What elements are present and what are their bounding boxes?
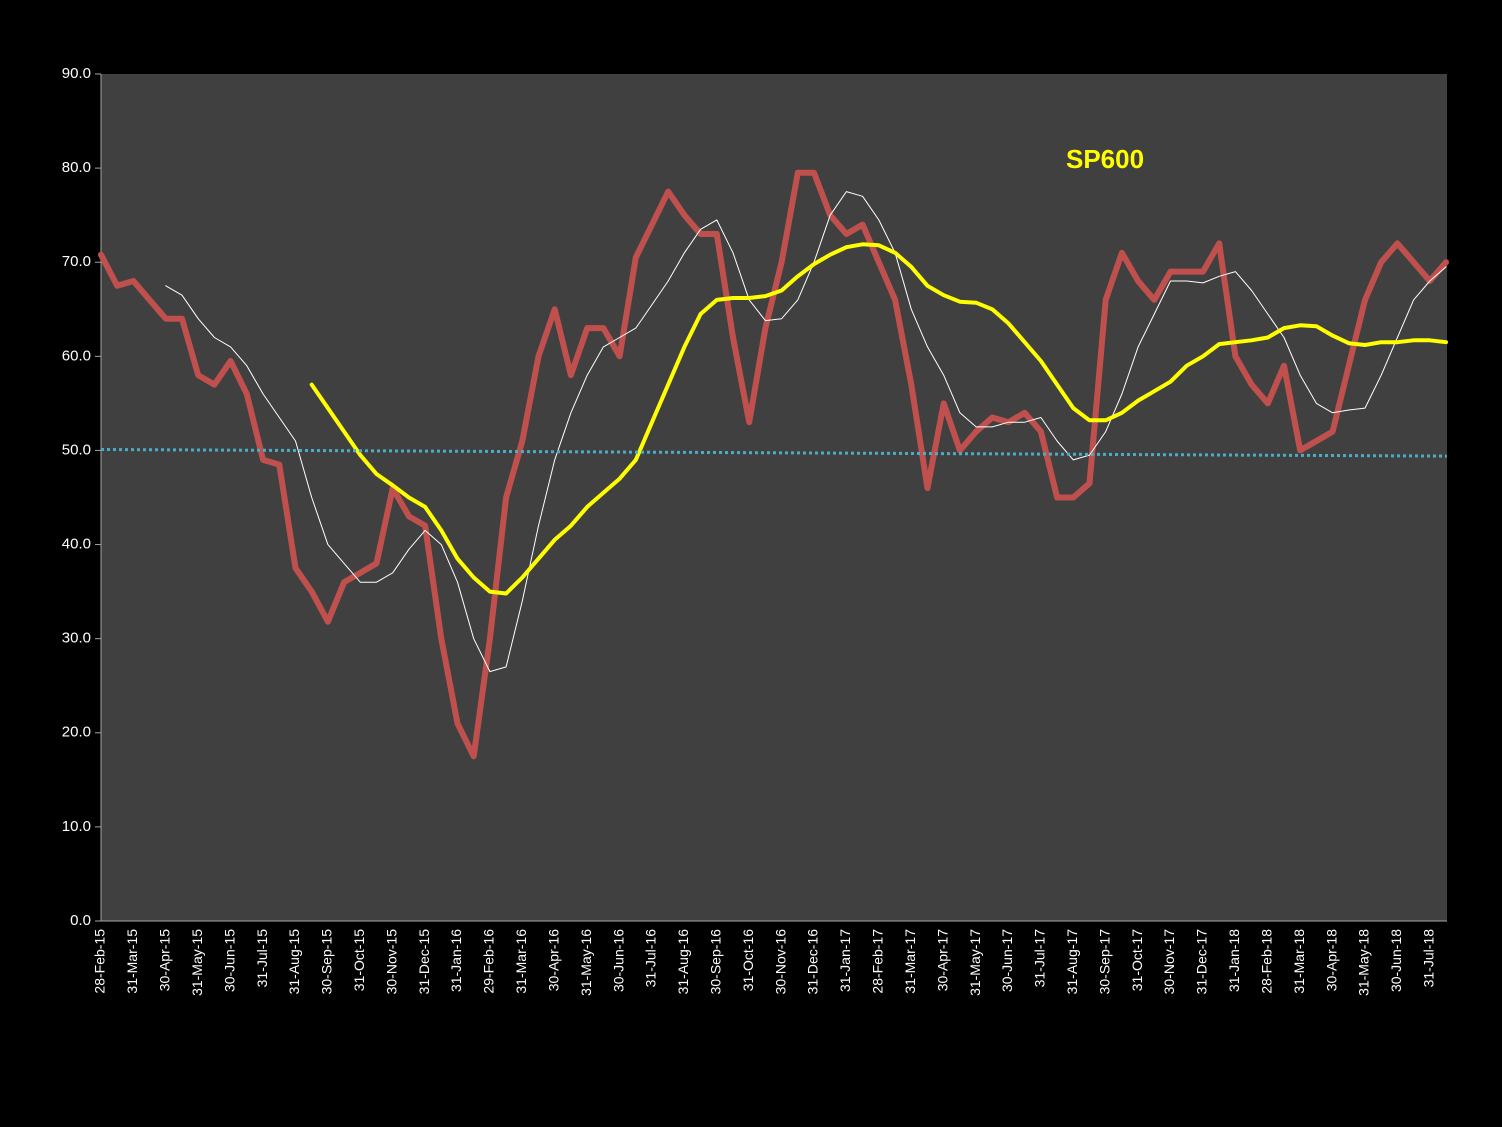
x-tick-label: 30-Jun-17: [999, 929, 1015, 992]
x-tick-label: 31-May-18: [1356, 929, 1372, 996]
y-tick-label: 50.0: [62, 441, 91, 458]
x-tick-label: 30-Sep-16: [707, 929, 723, 995]
x-tick-label: 31-Dec-16: [805, 929, 821, 995]
x-tick-label: 31-Mar-15: [124, 929, 140, 994]
x-tick-label: 30-Nov-17: [1161, 929, 1177, 995]
plot-area: [101, 74, 1447, 921]
x-tick-label: 31-Jul-16: [643, 929, 659, 988]
x-tick-label: 31-Oct-16: [740, 929, 756, 991]
y-tick-label: 30.0: [62, 630, 91, 647]
x-tick-label: 29-Feb-16: [481, 929, 497, 994]
x-tick-label: 30-Apr-16: [545, 929, 561, 991]
reference-line: [100, 448, 1448, 458]
x-tick-label: 28-Feb-18: [1258, 929, 1274, 994]
x-tick-label: 28-Feb-15: [92, 929, 108, 994]
x-tick-label: 30-Jun-15: [221, 929, 237, 992]
x-tick-label: 31-Dec-17: [1194, 929, 1210, 995]
x-tick-label: 31-Aug-17: [1064, 929, 1080, 995]
y-tick-label: 70.0: [62, 253, 91, 270]
x-tick-label: 30-Sep-15: [319, 929, 335, 995]
x-tick-label: 30-Sep-17: [1096, 929, 1112, 995]
y-tick-label: 60.0: [62, 347, 91, 364]
x-tick-label: 31-Aug-15: [286, 929, 302, 995]
x-tick-label: 30-Nov-16: [772, 929, 788, 995]
series-line: [309, 242, 1448, 596]
x-tick-label: 30-Apr-17: [934, 929, 950, 991]
x-tick-label: 31-Mar-17: [902, 929, 918, 994]
x-tick-label: 31-Mar-18: [1291, 929, 1307, 994]
x-tick-label: 31-Jan-18: [1226, 929, 1242, 992]
x-tick-label: 31-Oct-15: [351, 929, 367, 991]
x-tick-label: 30-Jun-18: [1388, 929, 1404, 992]
x-tick-label: 31-May-15: [189, 929, 205, 996]
x-tick-label: 31-Jul-15: [254, 929, 270, 988]
x-tick-label: 31-Jan-16: [448, 929, 464, 992]
series-line: [165, 191, 1447, 673]
x-tick-label: 31-Jan-17: [837, 929, 853, 992]
x-tick-label: 31-May-17: [967, 929, 983, 996]
x-tick-label: 31-May-16: [578, 929, 594, 996]
x-tick-label: 31-Dec-15: [416, 929, 432, 995]
x-tick-label: 28-Feb-17: [870, 929, 886, 994]
y-tick-label: 80.0: [62, 159, 91, 176]
annotation: SP600: [1066, 144, 1144, 174]
x-tick-label: 31-Jul-17: [1032, 929, 1048, 988]
y-tick-label: 40.0: [62, 536, 91, 553]
x-tick-label: 31-Aug-16: [675, 929, 691, 995]
x-tick-label: 30-Apr-18: [1323, 929, 1339, 991]
x-tick-label: 31-Jul-18: [1421, 929, 1437, 988]
y-tick-label: 0.0: [70, 912, 91, 929]
x-tick-label: 31-Oct-17: [1129, 929, 1145, 991]
x-tick-label: 30-Jun-16: [610, 929, 626, 992]
y-tick-label: 90.0: [62, 65, 91, 82]
y-tick-label: 20.0: [62, 724, 91, 741]
x-tick-label: 31-Mar-16: [513, 929, 529, 994]
x-tick-label: 30-Nov-15: [383, 929, 399, 995]
y-tick-label: 10.0: [62, 818, 91, 835]
x-tick-label: 30-Apr-15: [157, 929, 173, 991]
